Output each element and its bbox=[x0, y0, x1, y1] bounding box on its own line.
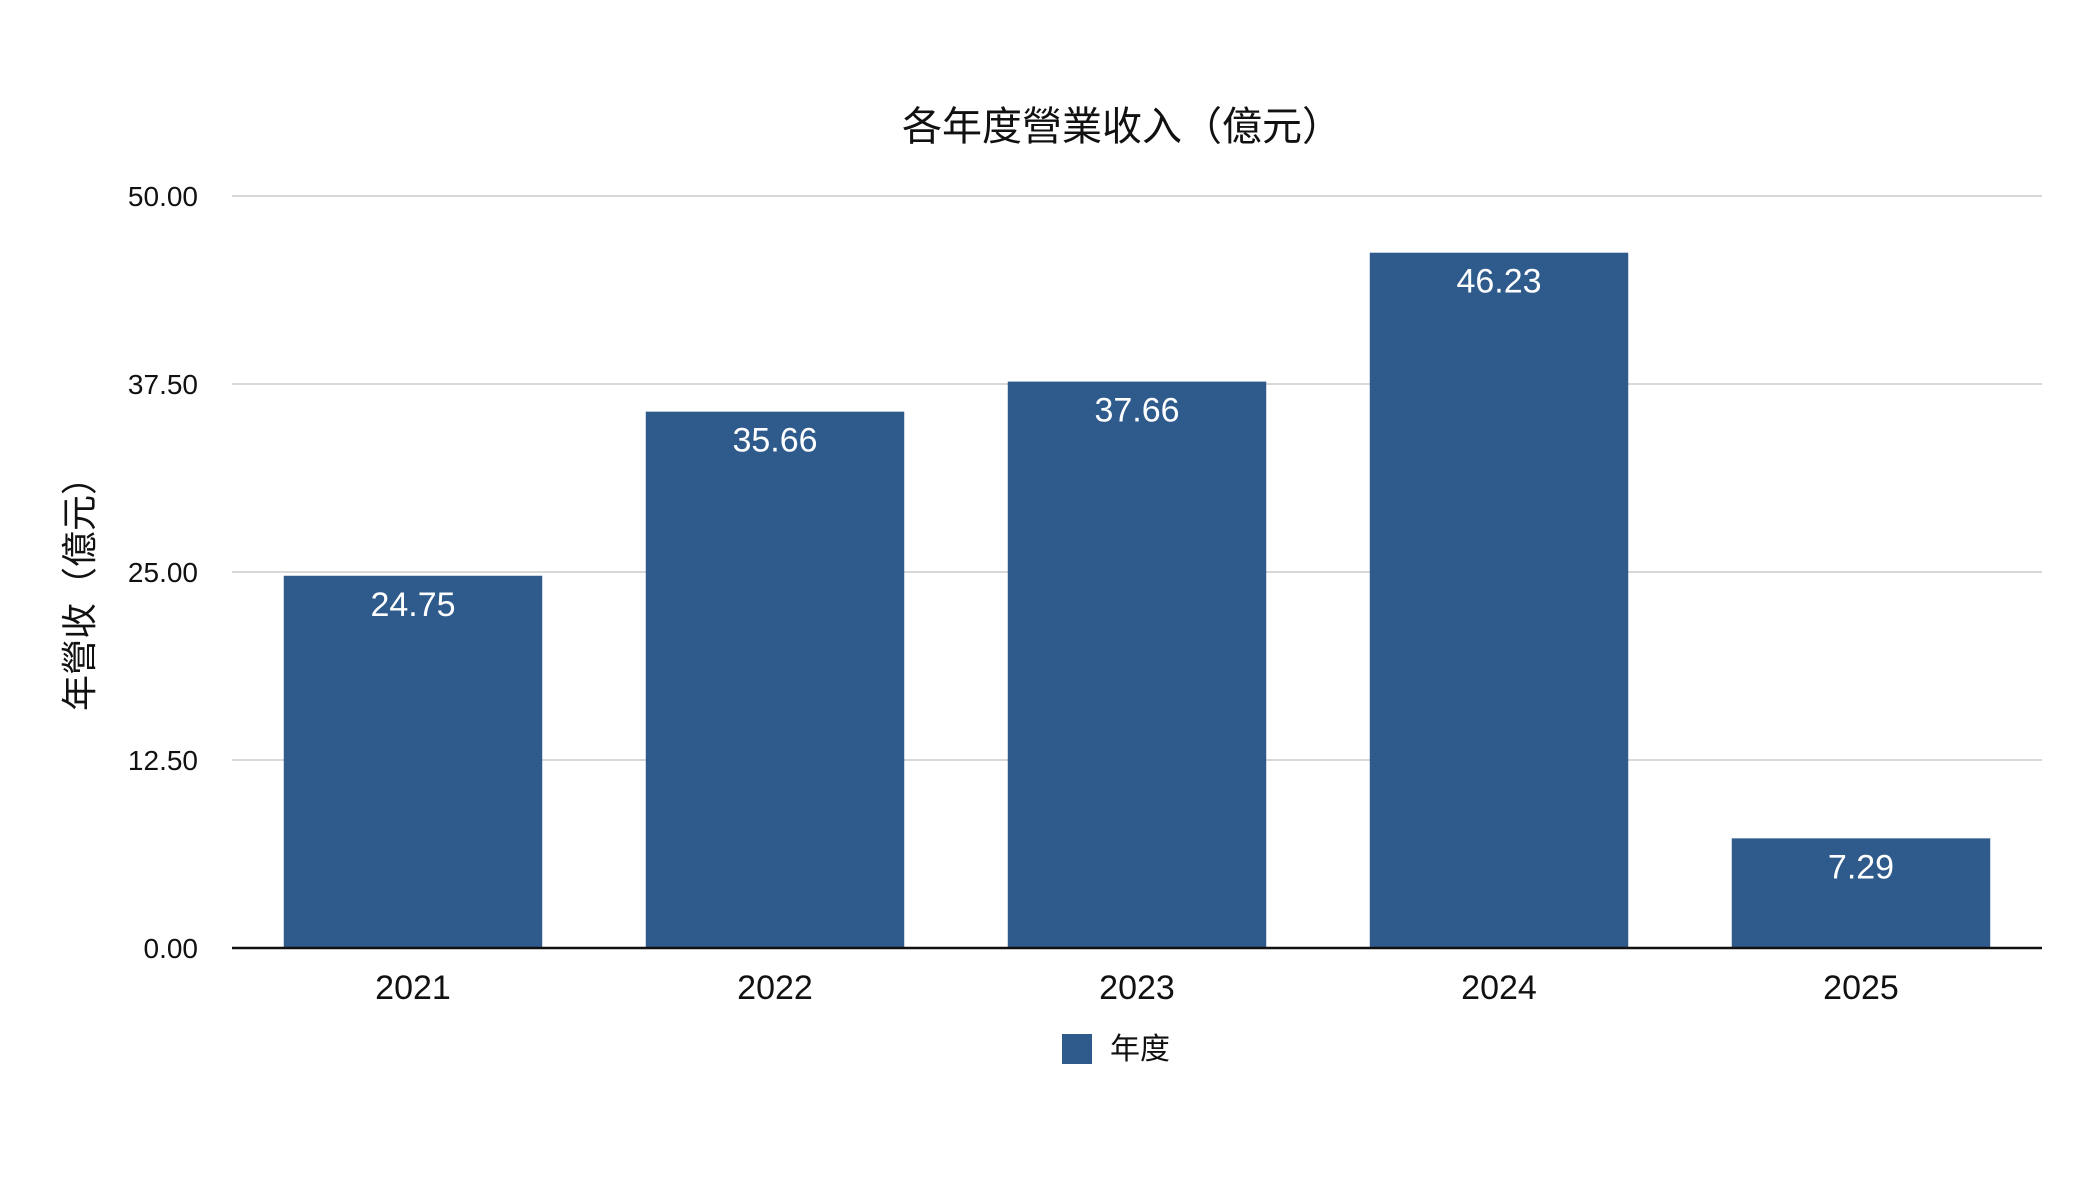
chart-title: 各年度營業收入（億元） bbox=[902, 105, 1342, 149]
x-tick-label: 2025 bbox=[1823, 969, 1899, 1007]
legend: 年度 bbox=[1062, 1033, 1170, 1066]
x-tick-label: 2024 bbox=[1461, 969, 1537, 1007]
y-axis-label: 年營收（億元） bbox=[59, 459, 100, 711]
x-axis-ticks: 2021 2022 2023 2024 2025 bbox=[375, 969, 1899, 1007]
y-tick-label: 12.50 bbox=[128, 745, 198, 776]
data-label-2021: 24.75 bbox=[370, 586, 455, 624]
x-tick-label: 2021 bbox=[375, 969, 451, 1007]
bar-2022 bbox=[645, 411, 905, 949]
data-label-2025: 7.29 bbox=[1828, 848, 1894, 886]
bars bbox=[283, 252, 1991, 949]
data-labels: 24.75 35.66 37.66 46.23 7.29 bbox=[370, 263, 1894, 887]
bar-2023 bbox=[1007, 381, 1267, 948]
legend-swatch bbox=[1062, 1034, 1092, 1064]
y-tick-label: 50.00 bbox=[128, 181, 198, 212]
data-label-2024: 46.23 bbox=[1456, 263, 1541, 301]
bar-2025 bbox=[1731, 838, 1991, 948]
bar-2021 bbox=[283, 575, 543, 948]
bar-2024 bbox=[1369, 252, 1629, 948]
x-tick-label: 2022 bbox=[737, 969, 813, 1007]
y-tick-label: 25.00 bbox=[128, 557, 198, 588]
y-tick-label: 37.50 bbox=[128, 369, 198, 400]
legend-label: 年度 bbox=[1110, 1033, 1170, 1066]
y-axis-ticks: 0.00 12.50 25.00 37.50 50.00 bbox=[128, 181, 198, 964]
y-tick-label: 0.00 bbox=[144, 933, 199, 964]
data-label-2022: 35.66 bbox=[732, 422, 817, 460]
x-tick-label: 2023 bbox=[1099, 969, 1175, 1007]
data-label-2023: 37.66 bbox=[1094, 392, 1179, 430]
